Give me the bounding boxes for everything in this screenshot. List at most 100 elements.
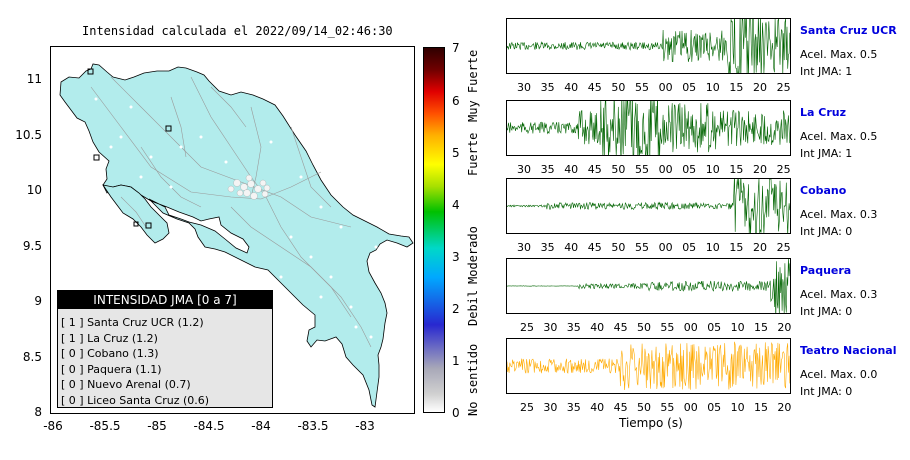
colorbar-tick: 5	[452, 146, 460, 160]
station-jma-intensity: Int JMA: 0	[800, 385, 853, 398]
x-tick: -83.5	[297, 419, 329, 433]
time-tick: 00	[683, 321, 698, 334]
legend-row: [ 0 ] Nuevo Arenal (0.7)	[61, 378, 191, 391]
y-tick: 8.5	[22, 350, 42, 364]
time-tick: 40	[564, 163, 579, 176]
time-tick: 00	[658, 163, 673, 176]
y-tick: 8	[34, 405, 42, 419]
y-tick: 9	[34, 294, 42, 308]
station-jma-intensity: Int JMA: 0	[800, 305, 853, 318]
waveform-time-ticks: 25 30 35 40 45 50 55 00 05 10 15 20	[506, 401, 792, 415]
station-jma-intensity: Int JMA: 1	[800, 65, 853, 78]
colorbar-label: No sentido	[466, 343, 480, 416]
waveform-panel[interactable]	[506, 258, 791, 314]
time-tick: 55	[635, 163, 649, 176]
waveform-trace	[507, 101, 790, 155]
time-tick: 20	[753, 241, 767, 254]
time-tick: 45	[587, 241, 602, 254]
x-tick: -84.5	[193, 419, 225, 433]
station-jma-intensity: Int JMA: 1	[800, 147, 853, 160]
colorbar-tick: 2	[452, 302, 460, 316]
city-cluster	[227, 174, 271, 200]
y-tick: 11	[26, 72, 42, 86]
colorbar-label: Moderado	[466, 226, 480, 284]
time-tick: 55	[660, 401, 675, 414]
time-tick: 20	[753, 81, 767, 94]
time-tick: 25	[776, 241, 791, 254]
road-network	[90, 76, 372, 348]
time-tick: 15	[754, 401, 768, 414]
time-tick: 35	[566, 321, 581, 334]
intensity-colorbar	[423, 47, 445, 413]
time-tick: 45	[587, 163, 602, 176]
waveform-time-ticks: 30 35 40 45 50 55 00 05 10 15 20 25	[506, 241, 791, 255]
time-tick: 55	[635, 81, 649, 94]
waveform-trace	[507, 341, 790, 391]
time-tick: 15	[729, 163, 744, 176]
time-tick: 10	[705, 163, 720, 176]
time-tick: 30	[517, 163, 531, 176]
time-tick: 20	[777, 321, 792, 334]
waveform-panel[interactable]	[506, 338, 791, 394]
time-tick: 35	[540, 81, 555, 94]
time-tick: 05	[682, 81, 697, 94]
colorbar-label: Debil	[466, 289, 480, 326]
station-max-accel: Acel. Max. 0.5	[800, 48, 878, 61]
time-tick: 55	[660, 321, 675, 334]
time-tick: 20	[777, 401, 792, 414]
waveform-trace	[507, 19, 790, 73]
station-name: La Cruz	[800, 106, 846, 119]
colorbar-tick: 6	[452, 94, 460, 108]
colorbar-label: Muy Fuerte	[466, 49, 480, 122]
time-tick: 45	[613, 321, 628, 334]
waveform-trace	[507, 179, 790, 233]
x-tick: -85	[147, 419, 167, 433]
time-tick: 40	[564, 241, 579, 254]
time-tick: 40	[564, 81, 579, 94]
y-tick: 10.5	[15, 128, 42, 142]
colorbar-tick: 0	[452, 406, 460, 420]
station-name: Santa Cruz UCR	[800, 24, 897, 37]
costa-rica-map	[59, 63, 414, 408]
time-tick: 50	[611, 163, 626, 176]
time-tick: 55	[635, 241, 649, 254]
time-tick: 25	[776, 81, 791, 94]
colorbar-tick: 3	[452, 250, 460, 264]
time-tick: 40	[590, 321, 605, 334]
waveform-time-ticks: 25 30 35 40 45 50 55 00 05 10 15 20	[506, 321, 792, 335]
station-name: Paquera	[800, 264, 852, 277]
time-tick: 40	[590, 401, 605, 414]
time-tick: 15	[729, 241, 744, 254]
time-tick: 05	[682, 241, 697, 254]
station-dots	[94, 97, 378, 339]
time-tick: 50	[611, 81, 626, 94]
time-tick: 35	[566, 401, 581, 414]
legend-row: [ 1 ] La Cruz (1.2)	[61, 331, 158, 345]
time-tick: 50	[637, 401, 651, 414]
colorbar-tick: 1	[452, 354, 460, 368]
seismic-stations	[87, 68, 172, 229]
time-tick: 30	[517, 241, 531, 254]
x-tick: -84	[251, 419, 271, 433]
x-tick: -83	[355, 419, 375, 433]
waveform-panel[interactable]	[506, 18, 791, 74]
waveform-time-ticks: 30 35 40 45 50 55 00 05 10 15 20 25	[506, 81, 791, 95]
legend-title: INTENSIDAD JMA [0 a 7]	[58, 291, 272, 309]
time-tick: 05	[707, 401, 722, 414]
time-tick: 15	[729, 81, 744, 94]
time-tick: 25	[520, 401, 534, 414]
legend-row: [ 0 ] Cobano (1.3)	[61, 347, 159, 360]
time-tick: 35	[540, 241, 555, 254]
x-tick: -85.5	[89, 419, 121, 433]
waveform-panel[interactable]	[506, 178, 791, 234]
time-tick: 35	[540, 163, 555, 176]
time-tick: 50	[637, 321, 651, 334]
intensity-legend: INTENSIDAD JMA [0 a 7] [ 1 ] Santa Cruz …	[57, 290, 273, 408]
time-tick: 05	[682, 163, 697, 176]
station-max-accel: Acel. Max. 0.0	[800, 368, 878, 381]
time-tick: 45	[613, 401, 628, 414]
x-tick: -86	[43, 419, 63, 433]
nicoya-tail	[102, 184, 170, 244]
time-tick: 50	[611, 241, 626, 254]
waveform-panel[interactable]	[506, 100, 791, 156]
